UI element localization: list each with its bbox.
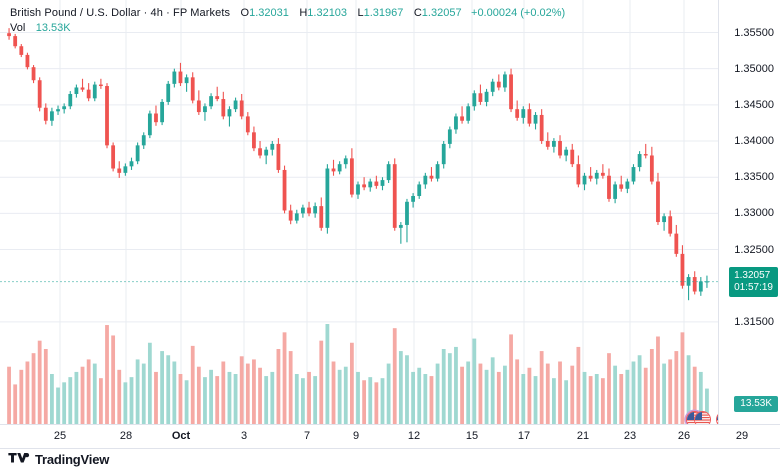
ohlc-open: O1.32031 [241, 7, 289, 19]
high-value: 1.32103 [307, 7, 348, 19]
bar-countdown: 01:57:19 [734, 281, 773, 293]
price-tick: 1.34500 [734, 98, 774, 111]
price-tick: 1.35000 [734, 62, 774, 75]
ohlc-low: L1.31967 [358, 7, 404, 19]
price-tick: 1.33000 [734, 207, 774, 220]
time-tick: 15 [465, 430, 479, 442]
current-price-value: 1.32057 [734, 269, 771, 281]
time-tick: Oct [171, 430, 191, 442]
time-tick: 7 [303, 430, 311, 442]
time-tick: 29 [735, 430, 749, 442]
tradingview-wordmark: TradingView [35, 452, 110, 467]
time-tick: 28 [119, 430, 133, 442]
price-change: +0.00024 (+0.02%) [471, 7, 566, 19]
time-tick: 17 [517, 430, 531, 442]
time-axis[interactable]: 2528Oct3791215172123262931 [0, 424, 780, 448]
low-label: L [357, 7, 364, 19]
flag-canton [687, 412, 695, 421]
time-tick: 26 [677, 430, 691, 442]
low-value: 1.31967 [363, 7, 404, 19]
volume-label: Vol [10, 22, 26, 34]
time-tick: 25 [53, 430, 67, 442]
flag-canton [695, 412, 703, 421]
price-axis[interactable]: 1.35500 1.35000 1.34500 1.34000 1.33500 1.330… [718, 0, 780, 424]
tradingview-logo[interactable]: TradingView [8, 452, 109, 467]
event-marker-layer [686, 411, 733, 428]
ohlc-close: C1.32057 [414, 7, 462, 19]
close-label: C [413, 7, 422, 19]
price-tick: 1.33500 [734, 171, 774, 184]
time-tick: 9 [352, 430, 360, 442]
time-tick: 21 [576, 430, 590, 442]
price-tick: 1.31500 [734, 315, 774, 328]
candlestick-series [7, 28, 709, 301]
open-value: 1.32031 [249, 7, 289, 19]
legend-volume-row: Vol 13.53K [10, 20, 565, 34]
price-tick: 1.32500 [734, 243, 774, 256]
volume-value: 13.53K [35, 22, 71, 34]
time-tick: 23 [623, 430, 637, 442]
volume-badge[interactable]: 13.53K [734, 396, 778, 412]
price-tick: 1.34000 [734, 135, 774, 147]
price-tick: 1.35500 [734, 26, 774, 39]
symbol-title[interactable]: British Pound / U.S. Dollar · 4h · FP Ma… [10, 7, 231, 19]
close-value: 1.32057 [421, 7, 462, 19]
current-price-badge[interactable]: 1.32057 01:57:19 [729, 266, 778, 297]
time-tick: 3 [240, 430, 248, 442]
chart-legend: British Pound / U.S. Dollar · 4h · FP Ma… [10, 5, 565, 34]
open-label: O [240, 7, 250, 19]
tradingview-logo-icon [8, 453, 30, 463]
high-label: H [299, 7, 308, 19]
bottom-bar: TradingView [0, 448, 780, 470]
chart-plot-area[interactable] [0, 0, 718, 424]
legend-main-row: British Pound / U.S. Dollar · 4h · FP Ma… [10, 5, 565, 19]
volume-histogram [7, 324, 709, 424]
ohlc-high: H1.32103 [299, 7, 347, 19]
time-tick: 12 [407, 430, 421, 442]
